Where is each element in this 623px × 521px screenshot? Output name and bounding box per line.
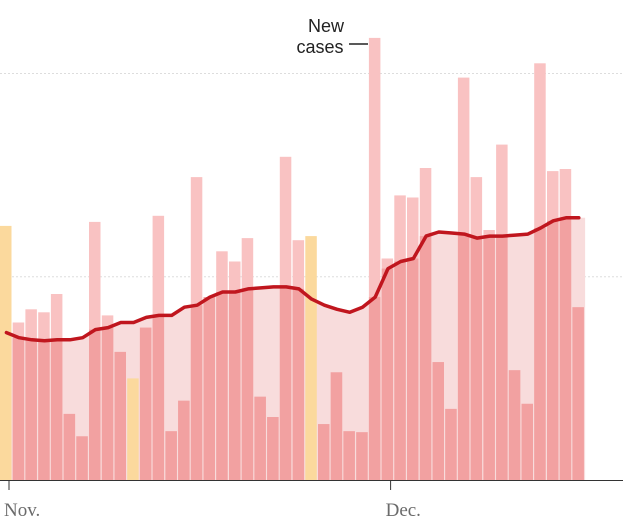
bar-lower-16 bbox=[203, 297, 215, 480]
bar-lower-3 bbox=[38, 340, 50, 480]
bar-lower-6 bbox=[76, 436, 88, 480]
bar-lower-12 bbox=[152, 315, 165, 480]
bar-lower-4 bbox=[50, 339, 63, 480]
bar-lower-30 bbox=[381, 268, 394, 480]
bar-lower-39 bbox=[496, 236, 508, 480]
bar-lower-29 bbox=[368, 297, 381, 480]
annotation-line2: cases bbox=[296, 37, 343, 57]
new-cases-annotation: New cases bbox=[296, 16, 368, 57]
bar-lower-41 bbox=[521, 403, 533, 480]
x-axis-ticks: Nov. Dec. bbox=[4, 480, 421, 521]
case-bars bbox=[0, 37, 584, 481]
x-tick-label-0: Nov. bbox=[4, 500, 40, 521]
bar-lower-38 bbox=[483, 236, 495, 480]
bar-lower-5 bbox=[63, 413, 76, 480]
bar-lower-11 bbox=[139, 327, 152, 480]
bar-lower-1 bbox=[12, 337, 25, 480]
bar-lower-9 bbox=[114, 351, 126, 480]
bar-lower-20 bbox=[254, 396, 266, 480]
bar-lower-45 bbox=[572, 307, 584, 480]
bar-lower-22 bbox=[279, 286, 292, 480]
bar-lower-7 bbox=[89, 329, 101, 480]
bar-lower-36 bbox=[457, 234, 470, 480]
bar-lower-15 bbox=[190, 305, 203, 480]
bar-lower-43 bbox=[547, 220, 559, 481]
bar-0 bbox=[0, 225, 12, 480]
bar-lower-32 bbox=[407, 258, 419, 480]
bar-lower-28 bbox=[356, 432, 368, 480]
bar-lower-27 bbox=[343, 431, 355, 480]
bar-lower-40 bbox=[508, 370, 521, 480]
bar-lower-14 bbox=[178, 400, 190, 480]
bar-lower-34 bbox=[432, 362, 444, 480]
x-tick-label-1: Dec. bbox=[386, 500, 421, 521]
bar-lower-42 bbox=[534, 228, 546, 480]
bar-lower-18 bbox=[229, 292, 241, 480]
bar-lower-8 bbox=[101, 327, 114, 480]
bar-lower-2 bbox=[25, 339, 37, 480]
bar-lower-31 bbox=[394, 261, 406, 480]
bar-lower-26 bbox=[330, 372, 343, 480]
bar-lower-44 bbox=[559, 217, 572, 481]
bar-lower-25 bbox=[318, 424, 330, 480]
bar-lower-21 bbox=[267, 417, 279, 480]
bar-lower-13 bbox=[165, 431, 177, 480]
bar-29 bbox=[368, 37, 381, 481]
bar-lower-23 bbox=[292, 288, 305, 480]
bar-10 bbox=[127, 378, 139, 480]
seven-day-average-line bbox=[4, 216, 581, 343]
bar-24 bbox=[305, 236, 317, 480]
bar-lower-19 bbox=[241, 288, 254, 480]
bar-lower-33 bbox=[419, 236, 432, 480]
bar-lower-17 bbox=[216, 292, 228, 480]
bar-lower-37 bbox=[470, 238, 483, 480]
bar-lower-35 bbox=[445, 408, 457, 480]
annotation-line1: New bbox=[308, 16, 345, 36]
